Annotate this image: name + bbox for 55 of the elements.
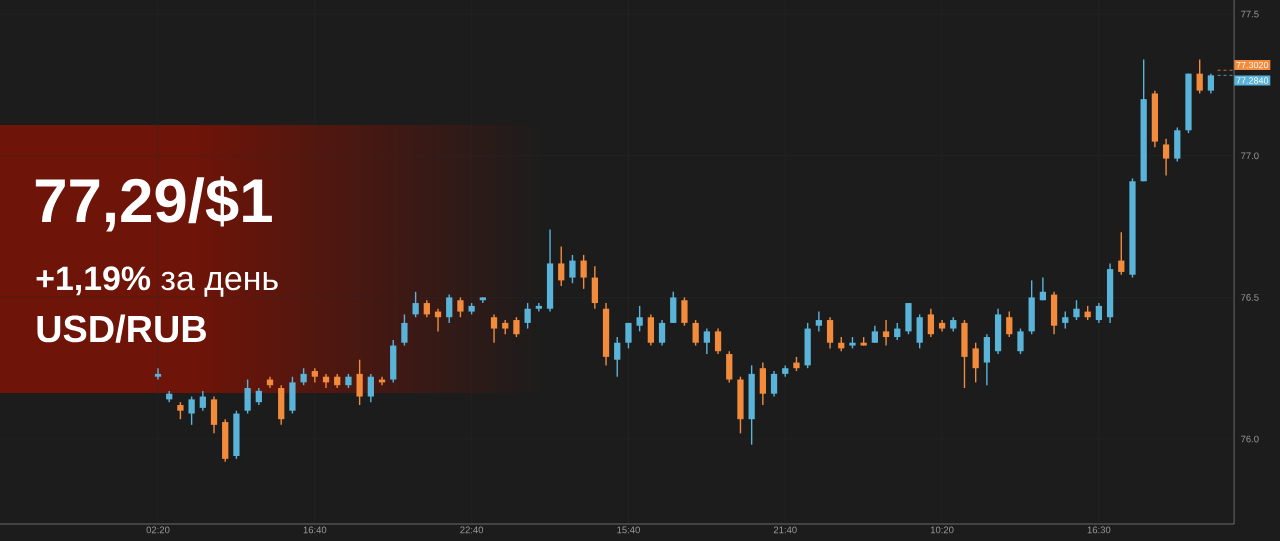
candlestick xyxy=(457,296,464,318)
candlestick xyxy=(882,319,890,347)
candlestick xyxy=(692,319,699,347)
x-tick-label: 10:20 xyxy=(930,526,954,534)
x-tick-label: 15:40 xyxy=(617,526,640,534)
candlestick xyxy=(580,254,587,290)
candlestick xyxy=(625,322,632,350)
x-tick-label: 16:30 xyxy=(1087,526,1111,534)
candlestick xyxy=(1073,299,1080,321)
candlestick xyxy=(412,291,419,318)
candlestick xyxy=(815,310,822,333)
candlestick xyxy=(490,313,498,344)
x-tick-label: 22:40 xyxy=(460,526,484,534)
candlestick xyxy=(199,390,206,412)
candlestick xyxy=(1095,302,1103,324)
ref-line-label: 77.3020 xyxy=(1236,61,1269,69)
ref-line-label: 77.2840 xyxy=(1236,77,1269,84)
candlestick xyxy=(927,308,934,338)
candlestick xyxy=(535,302,542,313)
candlestick xyxy=(658,319,666,347)
candlestick xyxy=(703,327,710,355)
y-tick-label: 77.5 xyxy=(1241,10,1259,18)
candlestick xyxy=(367,373,374,403)
candlestick xyxy=(401,313,408,347)
candlestick xyxy=(1017,327,1024,355)
x-tick-label: 02:20 xyxy=(146,526,170,534)
candlestick xyxy=(524,302,531,330)
candlestick xyxy=(681,296,688,327)
text: +1,19% за день xyxy=(36,266,278,297)
candlestick xyxy=(154,367,162,381)
candlestick xyxy=(244,378,251,415)
candlestick xyxy=(356,359,363,406)
candlestick xyxy=(1162,138,1170,177)
candlestick xyxy=(1006,310,1013,338)
x-tick-label: 21:40 xyxy=(773,526,797,534)
annotation: 77,29/$1 xyxy=(35,176,272,232)
candlestick xyxy=(614,336,621,378)
candlestick xyxy=(714,327,722,355)
x-tick-label: 16:40 xyxy=(303,526,327,534)
candlestick xyxy=(513,316,520,338)
candlestick xyxy=(1207,72,1215,95)
candlestick xyxy=(569,254,576,284)
y-tick-label: 77.0 xyxy=(1241,152,1259,160)
candlestick xyxy=(1118,231,1125,276)
candlestick xyxy=(188,395,195,426)
candlestick xyxy=(446,293,453,324)
candlestick xyxy=(558,245,565,287)
candlestick xyxy=(770,370,778,398)
candlestick xyxy=(826,316,834,350)
y-tick-label: 76.0 xyxy=(1241,435,1259,443)
y-tick-label: 76.5 xyxy=(1241,294,1259,301)
text: USD/RUB xyxy=(37,314,206,343)
candlestick xyxy=(1196,58,1203,95)
candlestick xyxy=(636,305,643,333)
candlestick xyxy=(972,342,979,384)
